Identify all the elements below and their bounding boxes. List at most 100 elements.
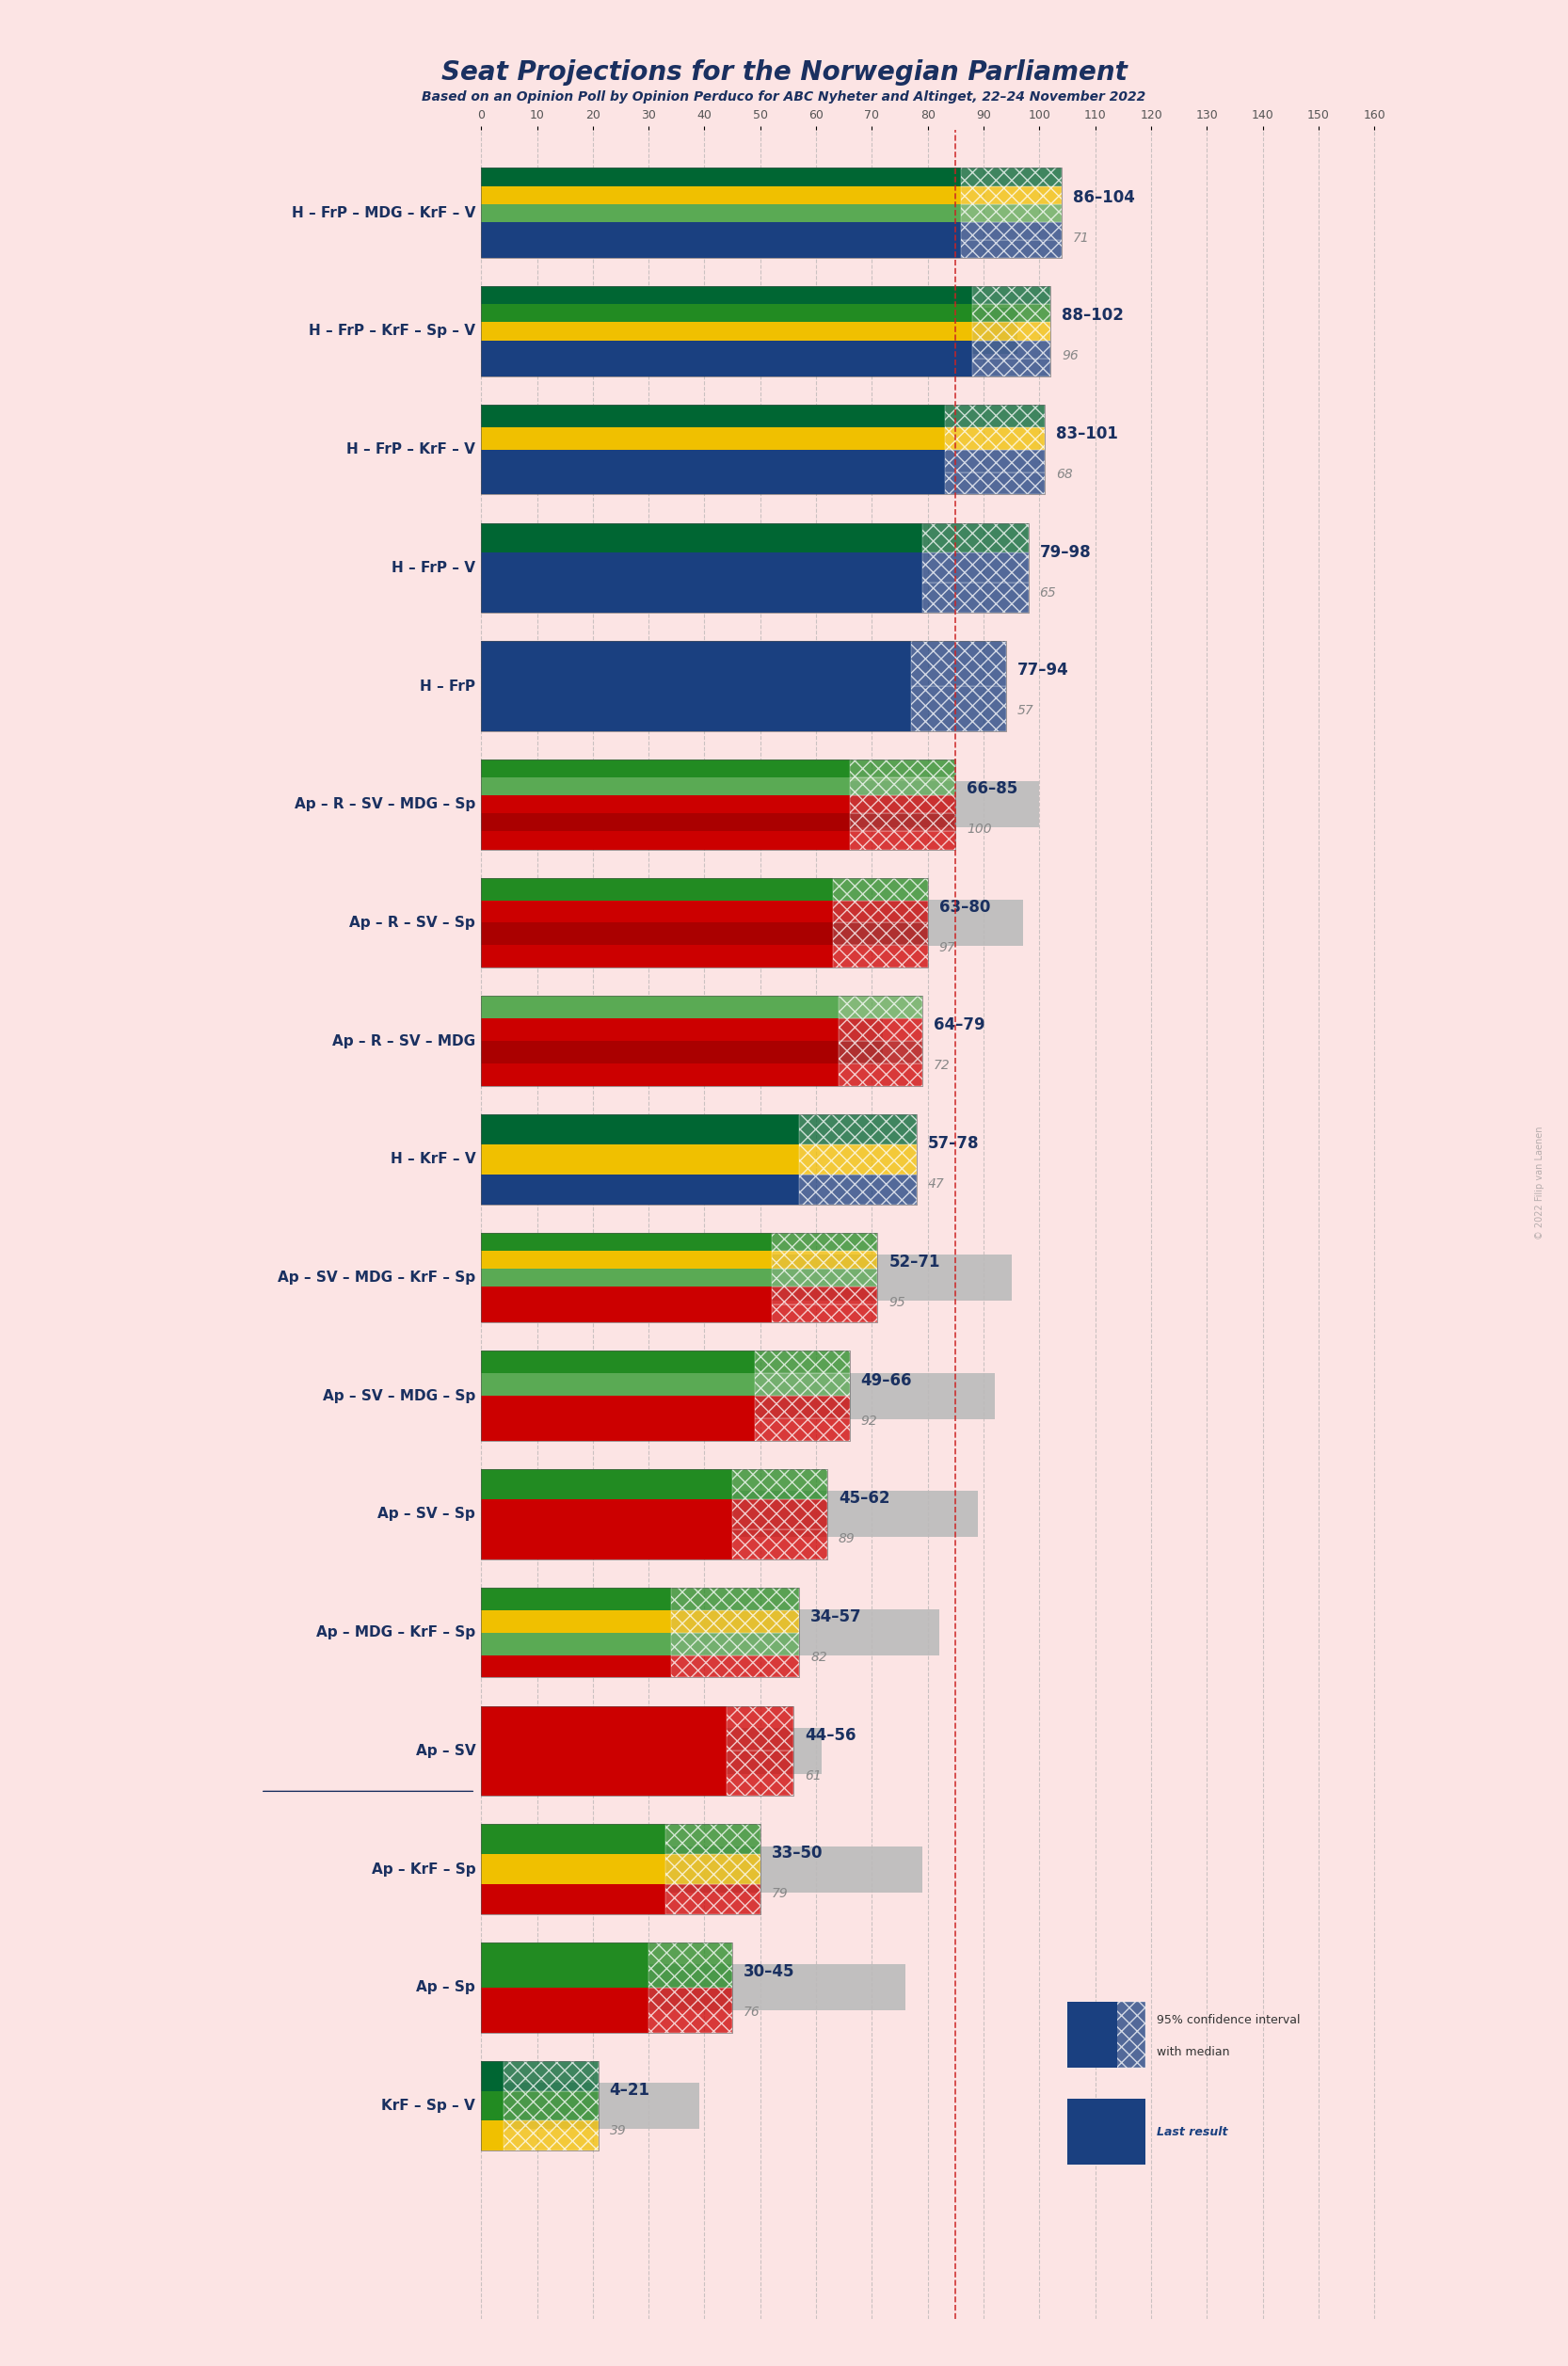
Text: 76: 76 <box>743 2006 760 2018</box>
Bar <box>1068 2002 1146 2068</box>
Text: 33–50: 33–50 <box>771 1845 823 1862</box>
Text: H – FrP – KrF – V: H – FrP – KrF – V <box>347 442 475 457</box>
Bar <box>481 1706 728 1751</box>
Bar <box>754 1351 850 1372</box>
Bar <box>481 405 944 426</box>
Bar <box>972 322 1051 341</box>
Text: 92: 92 <box>861 1415 878 1427</box>
Bar <box>481 168 1062 258</box>
Bar <box>961 222 1062 239</box>
Bar <box>481 2120 503 2151</box>
Bar <box>481 641 911 686</box>
Text: 49–66: 49–66 <box>861 1372 913 1389</box>
Bar <box>481 1824 760 1914</box>
Bar <box>481 1500 732 1528</box>
Bar <box>481 203 961 222</box>
Bar <box>481 523 922 554</box>
Bar <box>771 1304 878 1323</box>
Bar <box>503 2092 599 2120</box>
Bar <box>481 686 911 731</box>
Bar <box>833 899 928 923</box>
Text: Ap – R – SV – MDG: Ap – R – SV – MDG <box>332 1034 475 1048</box>
Text: 66–85: 66–85 <box>967 781 1018 797</box>
Bar <box>481 450 944 473</box>
Bar <box>481 1528 732 1559</box>
Bar <box>732 1528 828 1559</box>
Bar <box>944 450 1044 473</box>
Bar <box>754 1372 850 1396</box>
Bar <box>911 641 1007 686</box>
Bar <box>481 189 878 237</box>
Bar <box>839 1065 922 1086</box>
Bar <box>481 1114 800 1145</box>
Text: 63–80: 63–80 <box>939 899 989 916</box>
Bar <box>972 341 1051 357</box>
Bar <box>961 203 1062 222</box>
Text: Seat Projections for the Norwegian Parliament: Seat Projections for the Norwegian Parli… <box>441 59 1127 85</box>
Bar <box>922 554 1029 582</box>
Bar <box>503 2120 599 2151</box>
Bar <box>961 187 1062 203</box>
Bar <box>671 1588 800 1609</box>
Bar <box>481 1065 839 1086</box>
Bar <box>481 923 833 944</box>
Bar <box>481 523 1029 613</box>
Text: H – FrP – KrF – Sp – V: H – FrP – KrF – Sp – V <box>309 324 475 338</box>
Bar <box>1068 2099 1146 2165</box>
Bar <box>771 1287 878 1304</box>
Bar <box>850 778 956 795</box>
Bar <box>481 1633 671 1656</box>
Bar <box>481 1964 905 2011</box>
Bar <box>850 830 956 849</box>
Text: 45–62: 45–62 <box>839 1491 889 1507</box>
Text: 97: 97 <box>939 942 955 953</box>
Bar <box>481 341 972 357</box>
Text: 57: 57 <box>1018 705 1033 717</box>
Bar <box>481 308 1018 355</box>
Bar <box>481 1469 732 1500</box>
Bar <box>481 554 922 582</box>
Bar <box>972 305 1051 322</box>
Bar <box>481 1268 771 1287</box>
Bar <box>961 239 1062 258</box>
Bar <box>481 759 850 778</box>
Bar <box>481 1041 839 1065</box>
Bar <box>732 1500 828 1528</box>
Bar <box>481 1114 917 1204</box>
Text: H – FrP: H – FrP <box>420 679 475 693</box>
Bar <box>850 795 956 814</box>
Bar <box>732 1469 828 1500</box>
Bar <box>754 1396 850 1417</box>
Bar <box>481 662 800 710</box>
Bar <box>481 1883 665 1914</box>
Text: Ap – SV – MDG – Sp: Ap – SV – MDG – Sp <box>323 1389 475 1403</box>
Bar <box>481 1855 665 1883</box>
Text: Ap – KrF – Sp: Ap – KrF – Sp <box>372 1862 475 1876</box>
Bar <box>481 1017 883 1065</box>
Bar <box>481 1233 771 1252</box>
Text: 95: 95 <box>889 1297 905 1308</box>
Bar <box>481 1751 728 1796</box>
Bar <box>481 778 850 795</box>
Bar <box>972 286 1051 305</box>
Bar <box>481 1609 939 1656</box>
Bar <box>481 239 961 258</box>
Bar <box>671 1656 800 1677</box>
Bar <box>850 814 956 830</box>
Bar <box>481 1396 754 1417</box>
Bar <box>481 2082 699 2129</box>
Bar <box>481 1942 732 2032</box>
Text: Ap – R – SV – Sp: Ap – R – SV – Sp <box>350 916 475 930</box>
Bar <box>481 1254 1011 1301</box>
Bar <box>671 1633 800 1656</box>
Text: 61: 61 <box>804 1770 822 1782</box>
Bar <box>481 1824 665 1855</box>
Bar <box>481 1372 994 1420</box>
Bar <box>481 168 961 187</box>
Text: 79–98: 79–98 <box>1040 544 1091 561</box>
Text: 77–94: 77–94 <box>1018 662 1069 679</box>
Bar <box>754 1417 850 1441</box>
Bar <box>800 1114 917 1145</box>
Bar <box>481 1588 671 1609</box>
Bar <box>944 473 1044 494</box>
